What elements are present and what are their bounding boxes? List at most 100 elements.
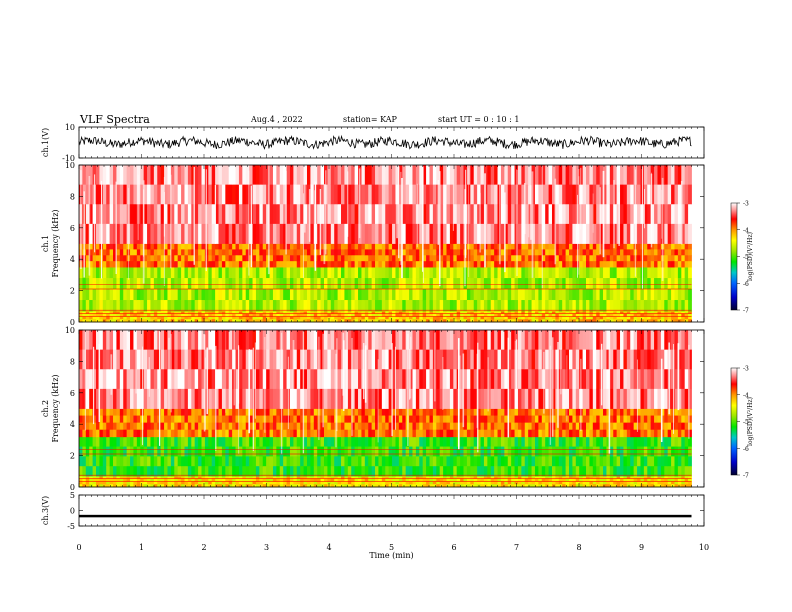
spectrogram-cell [221, 311, 226, 315]
spectrogram-cell [119, 319, 124, 323]
spectrogram-cell [113, 316, 117, 320]
spectrogram-cell [279, 165, 284, 186]
spectrogram-cell [368, 476, 373, 480]
spectrogram-cell [511, 476, 515, 480]
spectrogram-cell [279, 267, 284, 279]
spectrogram-cell [507, 261, 512, 268]
spectrogram-cell [249, 436, 253, 447]
spectrogram-cell [99, 300, 104, 312]
spectrogram-cell [507, 300, 512, 312]
spectrogram-cell [514, 456, 519, 467]
spectrogram-cell [637, 466, 641, 477]
spectrogram-cell [528, 165, 532, 186]
spectrogram-cell [558, 289, 563, 301]
spectrogram-cell [351, 249, 356, 256]
spectrogram-cell [150, 476, 155, 480]
spectrogram-cell [385, 267, 390, 279]
spectrogram-cell [334, 311, 339, 315]
spectrogram-cell [225, 316, 230, 320]
spectrogram-cell [657, 223, 662, 244]
spectrogram-cell [541, 165, 546, 186]
spectrogram-cell [446, 278, 451, 290]
spectrogram-cell [174, 408, 179, 416]
spectrogram-cell [449, 481, 454, 485]
spectrogram-cell [541, 319, 546, 323]
spectrogram-cell [191, 316, 196, 320]
spectrogram-cell [238, 311, 243, 315]
spectrogram-cell [412, 466, 417, 477]
spectrogram-cell [89, 415, 94, 424]
spectrogram-cell [259, 300, 264, 312]
spectrogram-cell [160, 415, 165, 424]
spectrogram-cell [337, 446, 342, 457]
spectrogram-cell [164, 300, 168, 312]
spectrogram-cell [432, 165, 437, 186]
spectrogram-cell [361, 476, 366, 480]
spectrogram-cell [643, 278, 648, 290]
spectrogram-cell [426, 466, 430, 477]
spectrogram-cell [626, 300, 631, 312]
spectrogram-cell [119, 422, 124, 431]
spectrogram-cell [660, 481, 665, 485]
spectrogram-cell [116, 165, 121, 186]
spectrogram-cell [616, 456, 621, 467]
spectrogram-cell [592, 481, 597, 485]
spectrogram-cell [208, 436, 213, 447]
spectrogram-cell [487, 311, 492, 315]
spectrogram-cell [167, 456, 172, 467]
spectrogram-cell [412, 311, 417, 315]
spectrogram-cell [102, 255, 107, 262]
spectrogram-cell [198, 165, 202, 186]
y-tick-label: 10 [65, 161, 75, 170]
spectrogram-cell [385, 466, 390, 477]
spectrogram-cell [266, 278, 270, 290]
spectrogram-cell [106, 165, 111, 186]
spectrogram-cell [643, 481, 648, 485]
spectrogram-cell [487, 466, 492, 477]
spectrogram-cell [279, 484, 284, 488]
spectrogram-cell [511, 249, 515, 256]
spectrogram-cell [586, 243, 590, 250]
spectrogram-cell [262, 184, 267, 205]
spectrogram-cell [405, 456, 410, 467]
spectrogram-cell [269, 243, 274, 250]
spectrogram-cell [167, 267, 172, 279]
spectrogram-cell [432, 249, 437, 256]
spectrogram-cell [242, 481, 247, 485]
spectrogram-cell [541, 278, 546, 290]
spectrogram-cell [551, 481, 556, 485]
spectrogram-cell [208, 456, 213, 467]
spectrogram-cell [466, 316, 471, 320]
spectrogram-cell [164, 422, 168, 431]
spectrogram-cell [565, 446, 570, 457]
spectrogram-cell [102, 313, 107, 317]
spectrogram-cell [531, 165, 536, 186]
spectrogram-cell [89, 243, 94, 250]
spectrogram-cell [320, 311, 325, 315]
spectrogram-cell [422, 249, 427, 256]
spectrogram-cell [664, 319, 669, 323]
spectrogram-cell [99, 436, 104, 447]
spectrogram-cell [225, 446, 230, 457]
spectrogram-cell [177, 261, 182, 268]
spectrogram-cell [494, 289, 498, 301]
spectrogram-cell [504, 476, 509, 480]
spectrogram-cell [143, 243, 148, 250]
spectrogram-cell [109, 408, 114, 416]
spectrogram-cell [266, 478, 270, 482]
spectrogram-cell [106, 484, 111, 488]
spectrogram-cell [637, 255, 641, 262]
spectrogram-cell [310, 278, 315, 290]
spectrogram-cell [368, 481, 373, 485]
spectrogram-cell [249, 311, 253, 315]
spectrogram-cell [456, 316, 461, 320]
spectrogram-cell [551, 311, 556, 315]
spectrogram-cell [630, 446, 635, 457]
spectrogram-cell [398, 466, 403, 477]
spectrogram-cell [446, 300, 451, 312]
spectrogram-cell [494, 311, 498, 315]
spectrogram-cell [415, 261, 420, 268]
spectrogram-cell [524, 261, 529, 268]
spectrogram-cell [538, 289, 543, 301]
spectrogram-cell [637, 289, 641, 301]
